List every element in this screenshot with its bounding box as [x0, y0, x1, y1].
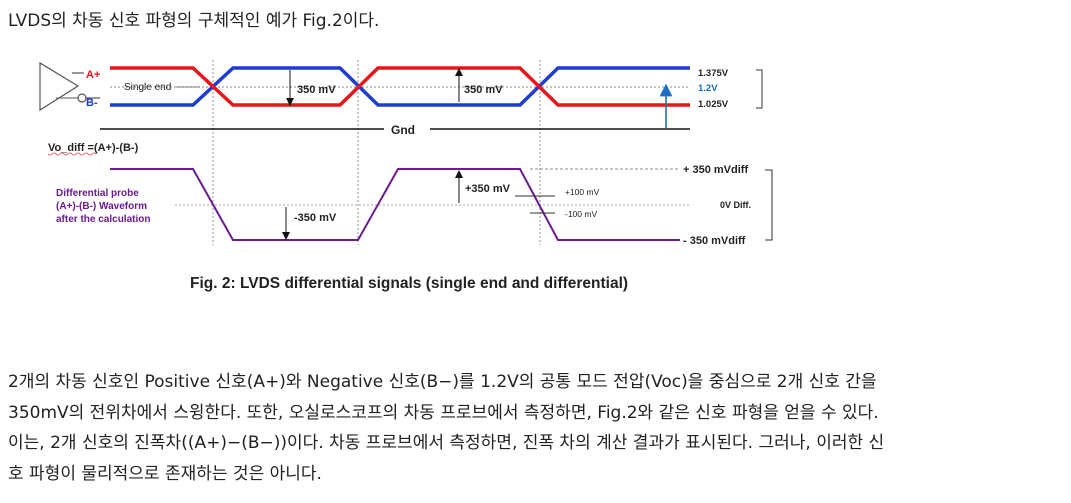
label-a-plus: A+ [86, 69, 100, 81]
label-plus-100: +100 mV [565, 187, 600, 197]
waveform-a-plus [110, 66, 690, 107]
diff-bracket [765, 169, 773, 241]
body-line: 호 파형이 물리적으로 존재하는 것은 아니다. [8, 463, 322, 484]
body-line: 350mV의 전위차에서 스윙한다. 또한, 오실로스코프의 차동 프로브에서 … [8, 402, 879, 423]
driver-symbol [39, 61, 100, 112]
waveform-differential [110, 168, 680, 241]
label-probe-3: after the calculation [56, 214, 150, 225]
label-v-high: 1.375V [698, 68, 729, 79]
label-probe-1: Differential probe [56, 188, 139, 199]
label-diff-pos: +350 mV [465, 183, 511, 195]
body-line: 2개의 차동 신호인 Positive 신호(A+)와 Negative 신호(… [8, 372, 877, 392]
lvds-waveform-figure: A+ B- Single end 350 mV 350 mV 1.375V 1.… [39, 60, 773, 247]
label-v-mid: 1.2V [698, 83, 718, 94]
label-diff-neg: -350 mV [294, 212, 337, 224]
label-probe-2: (A+)-(B-) Waveform [56, 201, 147, 212]
label-v-low: 1.025V [698, 99, 729, 110]
voltage-bracket [756, 69, 763, 109]
body-paragraph: 2개의 차동 신호인 Positive 신호(A+)와 Negative 신호(… [8, 367, 1068, 489]
label-single-end: Single end [124, 82, 171, 93]
label-plus-350-diff: + 350 mVdiff [683, 164, 748, 176]
label-swing-1: 350 mV [297, 84, 336, 96]
label-minus-350-diff: - 350 mVdiff [683, 235, 746, 247]
label-gnd: Gnd [391, 123, 415, 137]
vo-diff-underline [47, 152, 97, 156]
label-zero-diff: 0V Diff. [720, 200, 751, 210]
label-b-minus: B- [86, 97, 98, 109]
label-minus-100: -100 mV [565, 209, 597, 219]
intro-text: LVDS의 차동 신호 파형의 구체적인 예가 Fig.2이다. [8, 11, 380, 31]
label-vo-diff: Vo_diff =(A+)-(B-) [48, 142, 139, 154]
figure-caption: Fig. 2: LVDS differential signals (singl… [190, 275, 629, 292]
label-swing-2: 350 mV [464, 84, 503, 96]
body-line: 이는, 2개 신호의 진폭차((A+)−(B−))이다. 차동 프로브에서 측정… [8, 433, 885, 453]
